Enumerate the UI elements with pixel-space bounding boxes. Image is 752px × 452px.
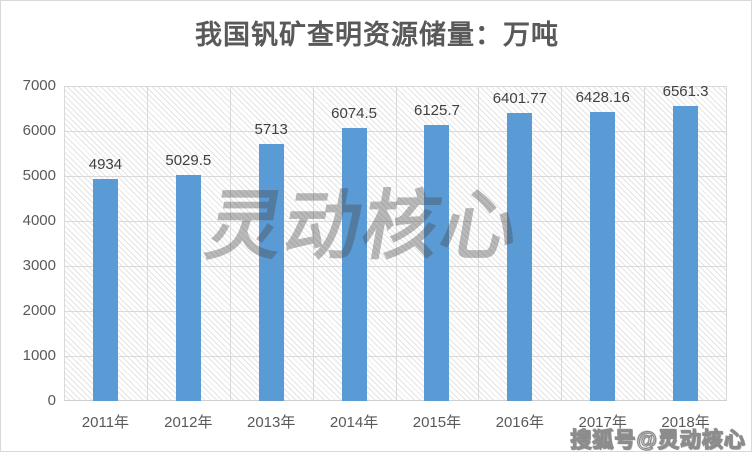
v-gridline: [561, 86, 562, 401]
x-tick-label: 2017年: [578, 414, 627, 431]
h-gridline: [64, 356, 727, 357]
bar-value-label: 5029.5: [165, 151, 212, 169]
h-gridline: [64, 221, 727, 222]
v-gridline: [147, 86, 148, 401]
bar-value-label: 6401.77: [492, 89, 547, 107]
bar-value-label: 6428.16: [575, 88, 630, 106]
h-gridline: [64, 131, 727, 132]
x-tick-label: 2014年: [329, 414, 379, 431]
y-tick-label: 6000: [22, 122, 56, 139]
x-tick-label: 2013年: [247, 414, 296, 431]
bar-value-label: 4934: [88, 155, 123, 173]
y-tick-label: 0: [47, 392, 56, 409]
chart-title: 我国钒矿查明资源储量：万吨: [195, 20, 559, 51]
bar-value-label: 6125.7: [413, 102, 460, 120]
h-gridline: [64, 266, 727, 267]
y-tick-label: 5000: [22, 167, 56, 184]
y-tick-label: 3000: [22, 257, 56, 274]
bar: [258, 143, 284, 401]
v-gridline: [64, 86, 65, 401]
x-tick-label: 2012年: [164, 414, 213, 431]
v-gridline: [230, 86, 231, 401]
y-tick-label: 1000: [22, 347, 56, 364]
v-gridline: [313, 86, 314, 401]
h-gridline: [64, 176, 727, 177]
bar: [507, 112, 533, 401]
h-gridline: [64, 311, 727, 312]
bar: [673, 105, 699, 401]
y-tick-label: 7000: [22, 77, 56, 94]
x-tick-label: 2011年: [81, 414, 130, 431]
bar: [175, 174, 201, 401]
x-tick-label: 2015年: [412, 414, 462, 431]
v-gridline: [396, 86, 397, 401]
x-tick-label: 2018年: [661, 414, 710, 431]
bar-value-label: 6074.5: [331, 104, 377, 122]
bar: [424, 125, 450, 401]
v-gridline: [644, 86, 645, 401]
y-tick-label: 2000: [22, 302, 56, 319]
h-gridline: [64, 400, 727, 401]
bar-value-label: 5713: [254, 120, 288, 138]
bar-value-label: 6561.3: [662, 82, 709, 100]
bar: [341, 127, 367, 401]
v-gridline: [726, 86, 727, 401]
bar: [590, 111, 616, 401]
v-gridline: [478, 86, 479, 401]
x-tick-label: 2016年: [495, 414, 544, 431]
h-gridline: [64, 86, 727, 87]
bar: [92, 178, 118, 401]
y-tick-label: 4000: [22, 212, 56, 229]
plot-area: 4934 5029.5 5713 6074.5 6125.7 6401.77 6428.16…: [64, 83, 727, 401]
